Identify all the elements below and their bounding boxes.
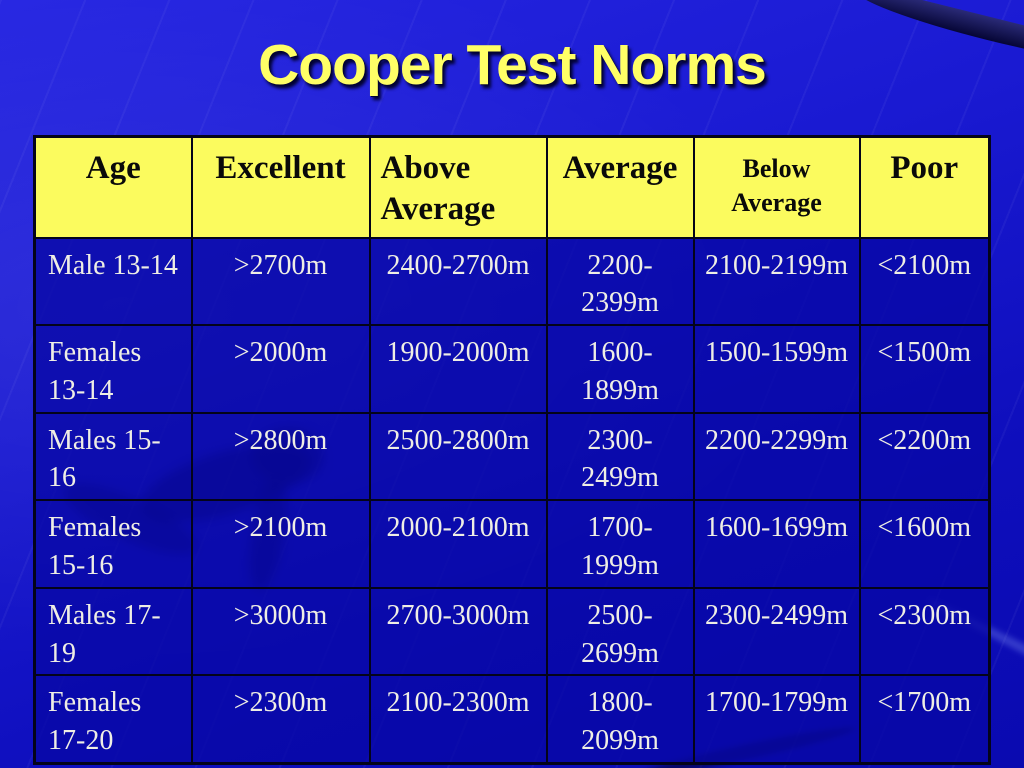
cell-above-average: 2000-2100m	[368, 499, 548, 589]
cell-age: Males 15-16	[33, 411, 193, 502]
cell-poor: <1700m	[858, 674, 991, 765]
cell-excellent: >2000m	[190, 324, 371, 414]
cell-average: 1700-1999m	[545, 499, 695, 589]
cell-average: 2300-2499m	[545, 411, 695, 502]
cell-poor: <2100m	[858, 236, 991, 327]
cell-excellent: >2700m	[190, 236, 371, 327]
cell-below-average: 2300-2499m	[692, 586, 861, 677]
cell-above-average: 2700-3000m	[368, 586, 548, 677]
cell-above-average: 2400-2700m	[368, 236, 548, 327]
cell-poor: <1600m	[858, 499, 991, 589]
table-row: Females 17-20 >2300m 2100-2300m 1800-209…	[33, 674, 991, 765]
table-row: Females 13-14 >2000m 1900-2000m 1600-189…	[33, 324, 991, 414]
cooper-test-norms-table: Age Excellent Above Average Average Belo…	[33, 135, 991, 766]
cell-above-average: 1900-2000m	[368, 324, 548, 414]
cell-average: 1800-2099m	[545, 674, 695, 765]
cell-average: 1600-1899m	[545, 324, 695, 414]
cell-age: Females 17-20	[33, 674, 193, 765]
cell-below-average: 2100-2199m	[692, 236, 861, 327]
cell-poor: <2200m	[858, 411, 991, 502]
cell-average: 2500-2699m	[545, 586, 695, 677]
cell-poor: <2300m	[858, 586, 991, 677]
cell-below-average: 1500-1599m	[692, 324, 861, 414]
cell-below-average: 1600-1699m	[692, 499, 861, 589]
cell-below-average: 2200-2299m	[692, 411, 861, 502]
cell-average: 2200-2399m	[545, 236, 695, 327]
col-header-poor: Poor	[858, 135, 991, 239]
cell-age: Males 17-19	[33, 586, 193, 677]
header-row: Age Excellent Above Average Average Belo…	[33, 135, 991, 239]
cell-age: Females 13-14	[33, 324, 193, 414]
col-header-age: Age	[33, 135, 193, 239]
col-header-below-average: Below Average	[692, 135, 861, 239]
cell-excellent: >3000m	[190, 586, 371, 677]
table-row: Males 15-16 >2800m 2500-2800m 2300-2499m…	[33, 411, 991, 502]
slide-title: Cooper Test Norms	[258, 33, 767, 97]
col-header-average: Average	[545, 135, 695, 239]
cell-excellent: >2300m	[190, 674, 371, 765]
table-row: Male 13-14 >2700m 2400-2700m 2200-2399m …	[33, 236, 991, 327]
cell-below-average: 1700-1799m	[692, 674, 861, 765]
cell-age: Male 13-14	[33, 236, 193, 327]
col-header-excellent: Excellent	[190, 135, 371, 239]
cell-excellent: >2100m	[190, 499, 371, 589]
table-row: Males 17-19 >3000m 2700-3000m 2500-2699m…	[33, 586, 991, 677]
cell-poor: <1500m	[858, 324, 991, 414]
cell-age: Females 15-16	[33, 499, 193, 589]
cell-above-average: 2100-2300m	[368, 674, 548, 765]
cell-above-average: 2500-2800m	[368, 411, 548, 502]
col-header-above-average: Above Average	[368, 135, 548, 239]
cell-excellent: >2800m	[190, 411, 371, 502]
table-row: Females 15-16 >2100m 2000-2100m 1700-199…	[33, 499, 991, 589]
